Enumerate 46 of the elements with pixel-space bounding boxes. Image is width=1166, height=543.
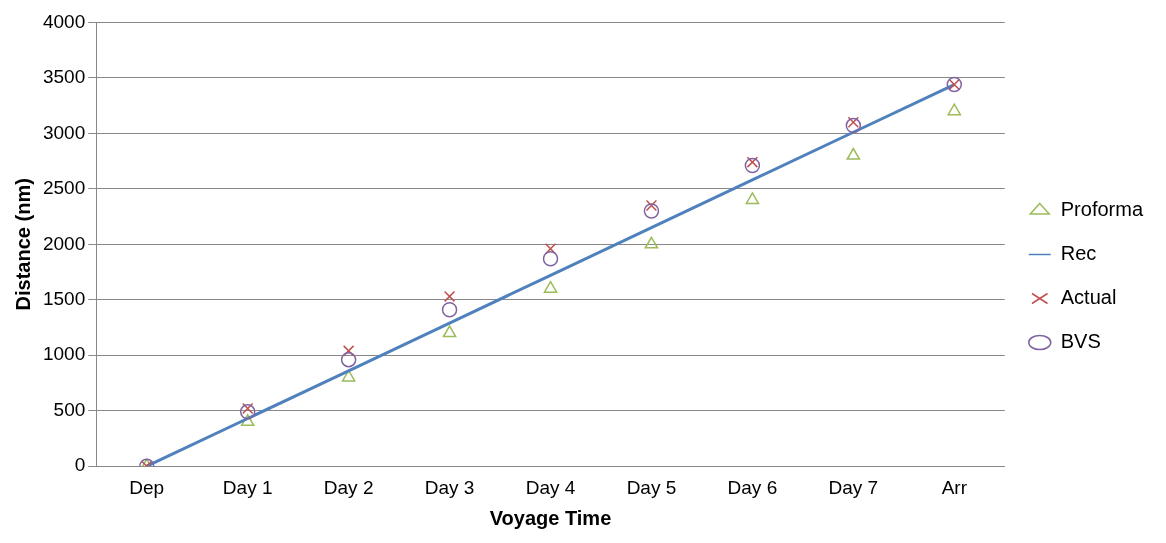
point xyxy=(443,290,456,303)
x-tick-label: Day 3 xyxy=(424,476,475,498)
point xyxy=(542,250,559,267)
y-tick-label: 1500 xyxy=(42,288,86,310)
point xyxy=(845,117,862,134)
point xyxy=(239,404,256,420)
point xyxy=(847,116,860,128)
y-tick-label: 3000 xyxy=(42,121,86,143)
y-tick-label: 2000 xyxy=(42,232,86,254)
point xyxy=(240,414,255,427)
y-tick-label: 4000 xyxy=(42,10,86,32)
x-tick-label: Day 5 xyxy=(626,476,677,498)
x-axis-title: Voyage Time xyxy=(489,506,612,529)
point xyxy=(744,157,761,174)
point xyxy=(643,203,660,219)
point xyxy=(342,345,355,357)
point xyxy=(746,156,759,168)
point xyxy=(745,192,760,205)
point xyxy=(644,236,659,249)
y-tick-label: 2500 xyxy=(42,177,86,199)
point xyxy=(544,243,557,255)
y-tick-label: 0 xyxy=(74,454,86,476)
x-tick-label: Dep xyxy=(129,476,165,498)
y-tick-label: 500 xyxy=(53,398,86,420)
x-tick-label: Day 6 xyxy=(727,476,778,498)
point xyxy=(846,147,861,160)
x-tick-label: Day 1 xyxy=(222,476,273,498)
point xyxy=(340,351,357,368)
point xyxy=(947,103,962,116)
x-tick-label: Arr xyxy=(941,476,968,498)
point xyxy=(543,280,558,293)
y-tick-label: 3500 xyxy=(42,66,86,88)
legend-label: BVS xyxy=(1060,330,1101,353)
y-tick-label: 1000 xyxy=(42,343,86,365)
x-tick-label: Day 7 xyxy=(828,476,879,498)
x-tick-label: Day 2 xyxy=(323,476,374,498)
point xyxy=(341,369,356,382)
y-axis-title: Distance (nm) xyxy=(11,178,34,311)
x-tick-label: Day 4 xyxy=(525,476,576,498)
point xyxy=(645,199,658,212)
point xyxy=(441,302,458,318)
legend-label: Proforma xyxy=(1060,198,1144,221)
legend-label: Actual xyxy=(1060,286,1117,309)
point xyxy=(241,402,254,415)
legend-label: Rec xyxy=(1060,242,1097,265)
point xyxy=(442,325,457,338)
